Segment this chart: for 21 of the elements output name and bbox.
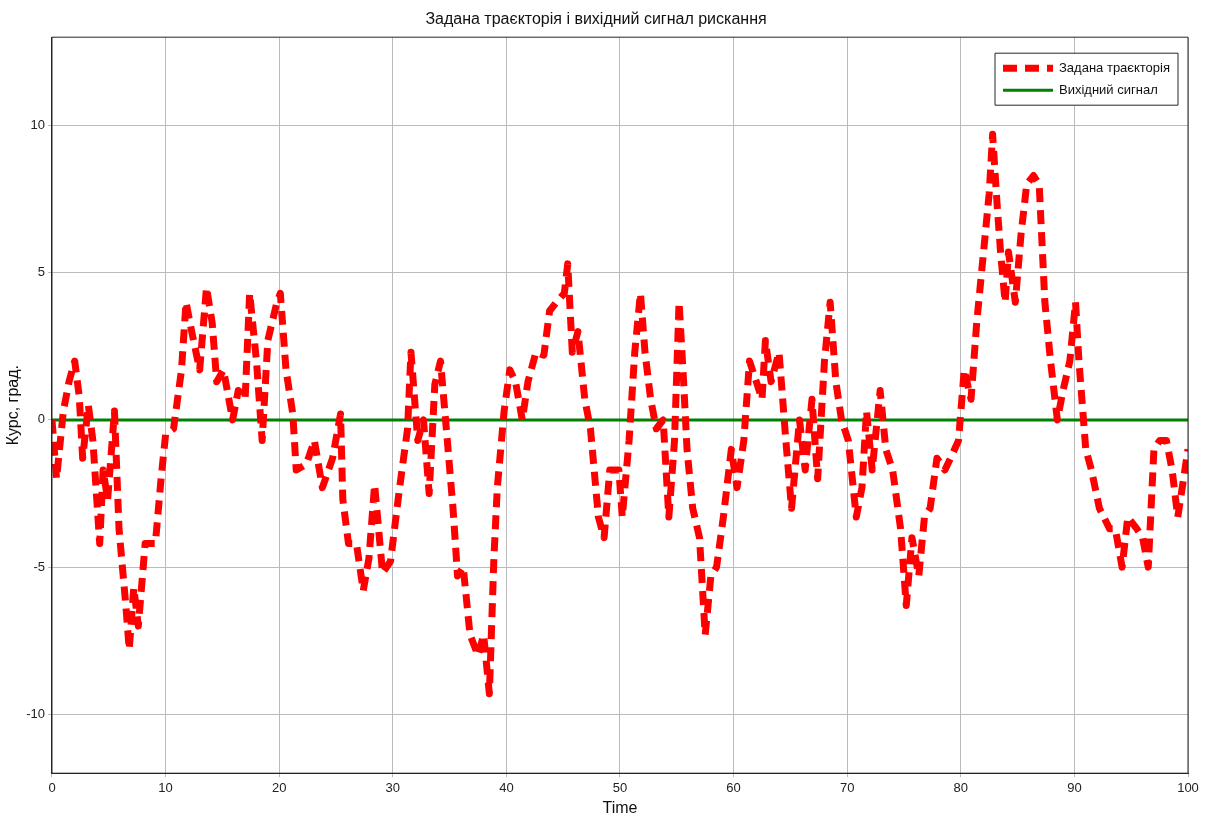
x-tick-label: 100: [1177, 779, 1199, 795]
x-tick-label: 80: [953, 779, 969, 795]
x-tick-label: 30: [385, 779, 401, 795]
legend-label: Вихідний сигнал: [1059, 81, 1158, 97]
y-tick-label: -5: [33, 558, 45, 574]
chart-title: Задана траєкторія і вихідний сигнал рискання: [425, 10, 767, 28]
x-tick-label: 20: [271, 779, 287, 795]
x-tick-label: 60: [726, 779, 741, 795]
legend-label: Задана траєкторія: [1059, 59, 1170, 75]
y-axis-title: Курс, град.: [4, 365, 22, 446]
x-tick-label: 50: [612, 779, 628, 795]
x-tick-label: 0: [48, 779, 56, 795]
y-tick-label: 5: [37, 264, 45, 280]
x-tick-label: 70: [839, 779, 855, 795]
x-tick-label: 90: [1067, 779, 1082, 795]
x-tick-label: 10: [158, 779, 173, 795]
y-tick-label: 10: [30, 117, 45, 133]
x-axis-title: Time: [602, 798, 638, 816]
y-tick-label: 0: [37, 411, 45, 427]
y-tick-label: -10: [26, 705, 45, 721]
x-tick-label: 40: [499, 779, 514, 795]
